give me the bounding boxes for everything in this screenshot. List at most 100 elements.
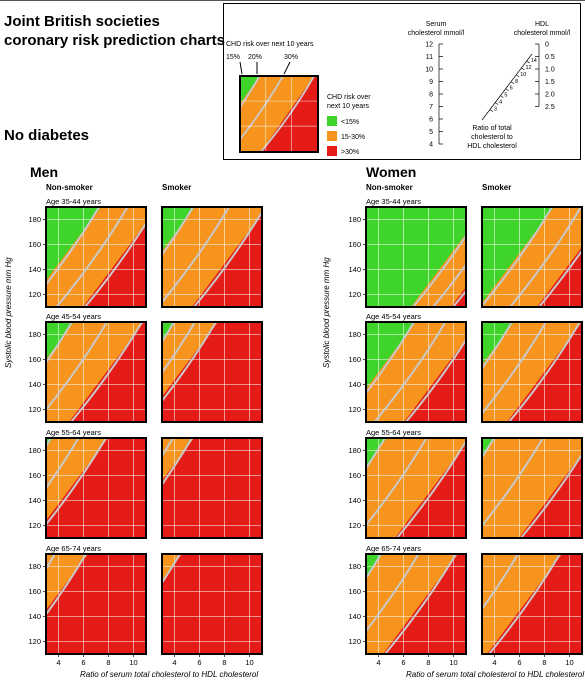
- band-high: [537, 247, 582, 307]
- y-tick-label: 120: [348, 637, 361, 646]
- women-smoker-45-54: [481, 321, 583, 423]
- ratio-tick: [516, 74, 520, 78]
- x-tick-label: 8: [542, 658, 546, 667]
- risk-contour-15%: [412, 233, 466, 307]
- ratio-label-2: cholesterol to: [471, 134, 513, 141]
- panel-frame: [365, 553, 467, 655]
- ratio-tick-label: 8: [515, 79, 518, 85]
- men-smoker-65-74: 4 6 8 10: [161, 553, 263, 667]
- band-high: [519, 454, 582, 538]
- y-tick-label: 120: [28, 637, 41, 646]
- key-svg: CHD risk over next 10 years 15% 20% 30% …: [226, 21, 571, 156]
- serum-tick-label: 5: [429, 129, 433, 136]
- y-tick-label: 160: [348, 240, 361, 249]
- ratio-tick-label: 14: [531, 58, 537, 64]
- risk-contour-20%: [55, 207, 129, 307]
- pct15-label: 15%: [226, 54, 240, 61]
- ratio-tick-label: 5: [504, 93, 507, 99]
- serum-tick-label: 9: [429, 79, 433, 86]
- panel-frame: [365, 437, 467, 539]
- women-age-4: Age 65-74 years: [366, 544, 422, 553]
- key-mini-chart: [239, 75, 319, 153]
- men-nonsmoker-35-44: 120 140 160 180: [28, 206, 147, 308]
- legend-title-1: CHD risk over: [327, 94, 371, 101]
- women-nonsmoker-55-64: 120 140 160 180: [348, 437, 467, 539]
- risk-contour-20%: [432, 262, 466, 307]
- x-tick-label: 4: [492, 658, 496, 667]
- ratio-tick: [505, 88, 509, 91]
- band-high: [451, 287, 466, 307]
- risk-contour-30%: [538, 248, 582, 307]
- risk-contour-15%: [482, 322, 513, 371]
- panel-frame: [481, 437, 583, 539]
- x-tick-label: 8: [426, 658, 430, 667]
- women-age-1: Age 35-44 years: [366, 197, 422, 206]
- men-nonsmoker-55-64: 120 140 160 180: [28, 437, 147, 539]
- men-nonsmoker-heading: Non-smoker: [46, 183, 93, 192]
- risk-contour-15%: [46, 438, 52, 449]
- y-tick-label: 140: [28, 496, 41, 505]
- subtitle-no-diabetes: No diabetes: [4, 127, 90, 144]
- risk-contour-30%: [46, 438, 107, 527]
- ratio-tick-label: 4: [499, 100, 502, 106]
- legend-swatch: [327, 116, 337, 126]
- y-tick-label: 180: [348, 446, 361, 455]
- title-line-2: coronary risk prediction charts: [4, 32, 225, 49]
- band-high: [395, 443, 466, 538]
- women-smoker-35-44: [481, 206, 583, 308]
- ratio-tick: [510, 81, 515, 85]
- x-tick-label: 6: [197, 658, 201, 667]
- legend-label: <15%: [341, 119, 359, 126]
- hdl-tick-label: 2.0: [545, 92, 555, 99]
- risk-contour-20%: [366, 554, 420, 633]
- serum-title-1: Serum: [426, 21, 447, 28]
- hdl-scale: 0 0.5 1.0 1.5 2.0 2.5: [535, 42, 555, 111]
- arrow-15: [239, 61, 243, 75]
- risk-contour-15%: [366, 554, 382, 581]
- y-tick-label: 120: [28, 405, 41, 414]
- top-rule: [0, 0, 585, 1]
- risk-contour-30%: [84, 221, 146, 307]
- risk-contour-15%: [46, 322, 73, 365]
- men-heading: Men: [30, 164, 58, 180]
- ratio-axis: [481, 53, 533, 121]
- key-box: CHD risk over next 10 years 15% 20% 30% …: [223, 3, 581, 160]
- ratio-tick-label: 12: [525, 65, 531, 71]
- serum-tick-label: 10: [425, 67, 433, 74]
- x-tick-label: 10: [449, 658, 457, 667]
- risk-contour-30%: [162, 554, 181, 585]
- risk-contour-15%: [482, 207, 553, 307]
- x-tick-label: 4: [172, 658, 176, 667]
- y-tick-label: 160: [348, 471, 361, 480]
- legend-swatch: [327, 131, 337, 141]
- panel-frame: [45, 206, 147, 308]
- arrow-30: [283, 61, 291, 75]
- ratio-tick: [500, 95, 504, 98]
- women-nonsmoker-35-44: 120 140 160 180: [348, 206, 467, 308]
- hdl-tick-label: 0.5: [545, 54, 555, 61]
- risk-contour-20%: [482, 438, 544, 528]
- y-tick-label: 140: [348, 380, 361, 389]
- page-title: Joint British societies coronary risk pr…: [4, 12, 225, 50]
- men-smoker-55-64: [161, 437, 263, 539]
- legend-title-2: next 10 years: [327, 103, 370, 110]
- risk-contour-15%: [0, 554, 24, 654]
- ratio-tick-label: 10: [520, 72, 526, 78]
- panel-frame: [365, 206, 467, 308]
- x-tick-label: 4: [376, 658, 380, 667]
- band-high: [83, 223, 146, 307]
- hdl-tick-label: 0: [545, 42, 549, 49]
- risk-contour-20%: [509, 207, 582, 307]
- band-high: [487, 554, 582, 654]
- chd-label: CHD risk over next 10 years: [226, 41, 314, 48]
- panel-frame: [161, 553, 263, 655]
- x-tick-label: 6: [517, 658, 521, 667]
- risk-contour-20%: [482, 322, 547, 416]
- y-tick-label: 160: [28, 471, 41, 480]
- key-contour-2: [260, 76, 315, 152]
- risk-contour-20%: [162, 207, 230, 304]
- risk-contour-20%: [162, 438, 174, 458]
- women-nonsmoker-45-54: 120 140 160 180: [348, 321, 467, 423]
